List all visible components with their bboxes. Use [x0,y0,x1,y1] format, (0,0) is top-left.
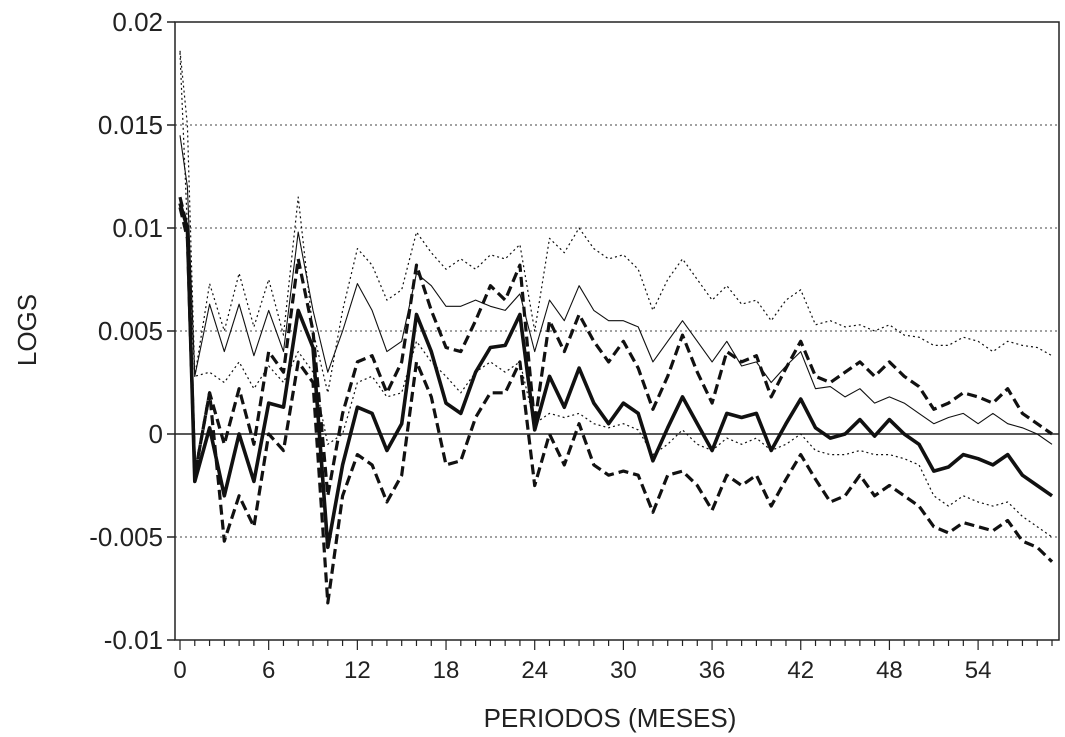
x-tick-label-2: 12 [344,657,371,684]
series-line-0-thin-dotted [179,50,1053,394]
y-tick-label-5: -0.005 [89,522,163,552]
y-tick-label-3: 0.005 [98,316,163,346]
x-tick-label-3: 18 [433,657,460,684]
y-tick-label-1: 0.015 [98,110,163,140]
x-tick-label-0: 0 [173,657,186,684]
series-line-3-thick-solid [178,202,1054,550]
x-tick-label-6: 36 [699,657,726,684]
series-line-5-thin-dotted [179,52,1053,538]
y-axis-ticks: 0.02 0.015 0.01 0.005 0 -0.005 -0.01 [89,7,175,655]
x-axis-label: PERIODOS (MESES) [484,703,737,733]
series-line-2-thick-dashed [178,196,1053,498]
series-line-4-thick-dashed [178,207,1054,605]
x-tick-label-1: 6 [262,657,275,684]
x-tick-label-8: 48 [876,657,903,684]
x-tick-label-5: 30 [610,657,637,684]
x-tick-label-7: 42 [787,657,814,684]
y-tick-label-0: 0.02 [112,7,163,37]
gridlines [175,124,1059,538]
y-tick-label-2: 0.01 [112,213,163,243]
x-tick-label-9: 54 [965,657,992,684]
series-line-1-thin-solid [179,135,1053,445]
y-tick-label-6: -0.01 [104,625,163,655]
y-axis-label: LOGS [12,294,42,366]
x-tick-label-4: 24 [521,657,548,684]
x-axis-ticks: 0 6 12 18 24 30 36 42 48 54 [173,640,1053,684]
series-group [178,50,1054,605]
y-tick-label-4: 0 [149,419,163,449]
